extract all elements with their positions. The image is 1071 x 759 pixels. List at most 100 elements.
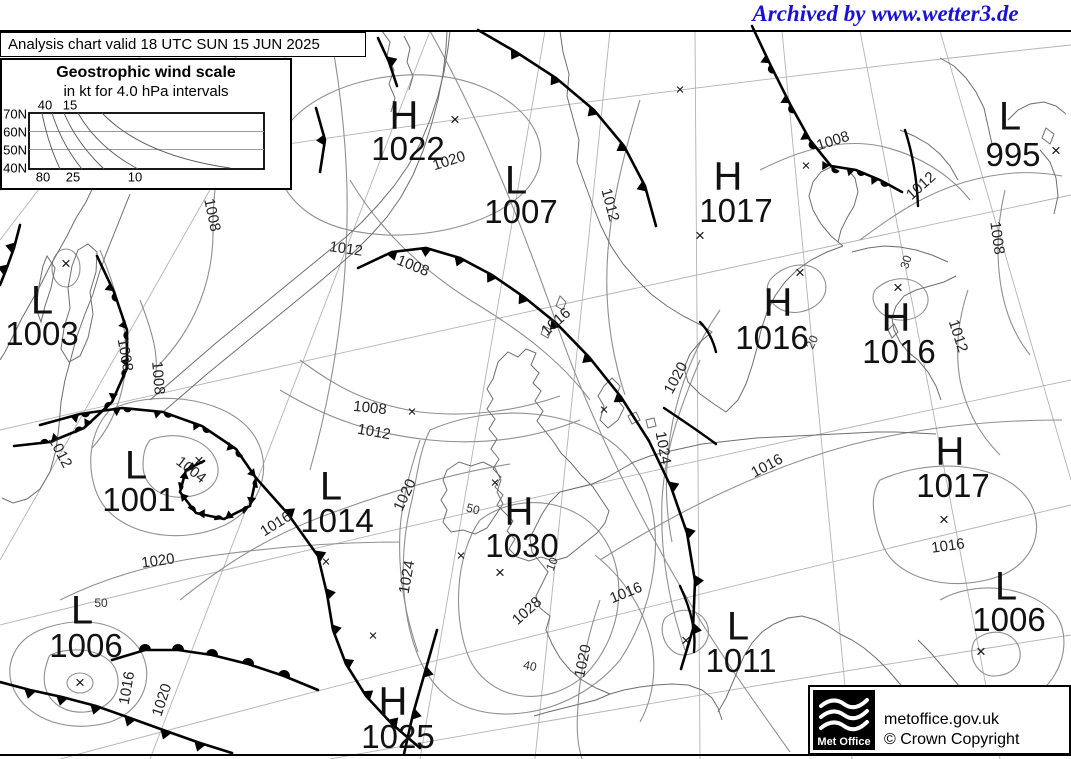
isobar-label: 1008 <box>200 196 224 234</box>
pressure-center-cross: × <box>681 631 691 650</box>
front-layer <box>0 24 904 756</box>
isobar-label: 1012 <box>356 420 392 444</box>
wind-scale-bottom-label: 80 <box>35 169 51 185</box>
wind-scale-subtitle: in kt for 4.0 hPa intervals <box>63 83 229 100</box>
isobar-label: 1024 <box>395 559 419 595</box>
pressure-center-letter: L <box>726 604 750 649</box>
cold-front <box>476 28 658 228</box>
cold-front <box>356 246 651 443</box>
wind-scale-lat-label: 50N <box>3 142 27 158</box>
pressure-center-letter: L <box>70 588 94 633</box>
isobar-label: 1012 <box>944 317 972 355</box>
isobar-label: 1012 <box>597 186 623 224</box>
front-cross-mark: × <box>675 81 685 99</box>
occluded-front <box>750 24 904 194</box>
pressure-center-value: 1007 <box>484 193 558 230</box>
wind-scale-title: Geostrophic wind scale <box>56 64 236 81</box>
pressure-center-value: 1025 <box>361 718 435 755</box>
isobar-label: 1008 <box>394 251 432 281</box>
pressure-center-letter: H <box>713 154 743 199</box>
pressure-center-value: 1011 <box>705 642 777 679</box>
pressure-center-cross: × <box>695 226 705 245</box>
pressure-center-letter: H <box>504 489 534 534</box>
front-cross-mark: × <box>407 403 417 421</box>
analysis-title-box: Analysis chart valid 18 UTC SUN 15 JUN 2… <box>0 32 366 57</box>
met-office-logo-text: Met Office <box>817 736 871 748</box>
pressure-center-letter: H <box>389 93 419 138</box>
cold-front <box>402 628 439 756</box>
pressure-center-value: 1030 <box>485 527 559 564</box>
isobar-label: 1020 <box>148 681 176 719</box>
front-cross-mark: × <box>490 474 500 492</box>
isobar-label: 1008 <box>113 337 137 373</box>
isobar-label: 1012 <box>44 433 76 471</box>
cold-front <box>314 106 327 174</box>
front-cross-mark: × <box>321 553 331 571</box>
isobar-label: 1016 <box>748 450 786 482</box>
graticule-label: 40 <box>522 657 538 675</box>
met-office-logo: Met Office <box>813 690 875 750</box>
isobar-label: 1016 <box>930 535 966 557</box>
isobar-label: 1012 <box>902 168 940 204</box>
wind-scale-diagram <box>28 112 265 170</box>
front-cross-mark: × <box>456 547 466 565</box>
graticule-label: 50 <box>94 596 108 610</box>
isobar-label: 1016 <box>607 578 645 608</box>
pressure-center-cross: × <box>893 278 903 297</box>
wind-scale-bottom-label: 25 <box>65 169 81 185</box>
pressure-center-letter: H <box>935 429 965 474</box>
metoffice-branding: Met Office metoffice.gov.uk © Crown Copy… <box>808 685 1071 755</box>
met-office-logo-waves <box>819 698 869 732</box>
pressure-center-value: 1016 <box>735 319 809 356</box>
pressure-center-value: 1017 <box>699 192 773 229</box>
isobar-label: 1008 <box>986 220 1008 256</box>
wind-scale-top-label: 15 <box>62 97 78 113</box>
pressure-center-cross: × <box>75 673 85 692</box>
isobar-label: 1016 <box>257 507 295 541</box>
pressure-center-value: 1003 <box>5 315 79 352</box>
warm-front <box>110 644 320 692</box>
metoffice-url: metoffice.gov.uk <box>884 711 1000 728</box>
cold-front <box>254 476 422 750</box>
wind-scale-bottom-label: 10 <box>127 169 143 185</box>
wind-scale-lat-label: 60N <box>3 124 27 140</box>
isobar-label: 1024 <box>651 430 675 466</box>
pressure-center-letter: L <box>124 443 148 488</box>
graticule-label: 30 <box>897 253 915 271</box>
cold-front <box>0 223 22 287</box>
pressure-center-cross: × <box>495 563 505 582</box>
isobar-label: 1020 <box>390 476 420 514</box>
pressure-center-letter: L <box>994 564 1018 609</box>
isobar-label: 1008 <box>814 127 852 155</box>
isobar-label: 1028 <box>508 593 546 629</box>
pressure-center-letter: H <box>378 679 408 724</box>
isobar-label: 1012 <box>328 238 364 260</box>
pressure-center-cross: × <box>939 510 949 529</box>
chart-frame <box>0 30 1071 756</box>
isobar-label: 1008 <box>352 397 388 419</box>
front-cross-mark: × <box>599 401 609 419</box>
isobar-label: 1016 <box>537 304 575 340</box>
isobar-label: 1020 <box>660 359 692 397</box>
pressure-center-letter: H <box>881 295 911 340</box>
pressure-center-value: 1016 <box>862 333 936 370</box>
occluded-front <box>12 254 130 448</box>
pressure-center-cross: × <box>450 110 460 129</box>
wind-scale-top-label: 40 <box>37 97 53 113</box>
pressure-center-cross: × <box>795 263 805 282</box>
pressure-center-letter: L <box>30 278 54 323</box>
pressure-center-value: 1014 <box>300 502 374 539</box>
pressure-center-value: 1006 <box>972 601 1046 638</box>
pressure-center-cross: × <box>976 642 986 661</box>
crown-copyright: © Crown Copyright <box>884 731 1020 748</box>
cold-front <box>376 36 399 88</box>
metoffice-text: metoffice.gov.uk © Crown Copyright <box>878 687 1019 753</box>
cold-front <box>647 439 704 671</box>
pressure-center-letter: L <box>504 158 528 203</box>
pressure-center-letter: L <box>998 94 1022 139</box>
isobar-label: 1020 <box>140 550 176 572</box>
pressure-center-letter: H <box>763 280 793 325</box>
